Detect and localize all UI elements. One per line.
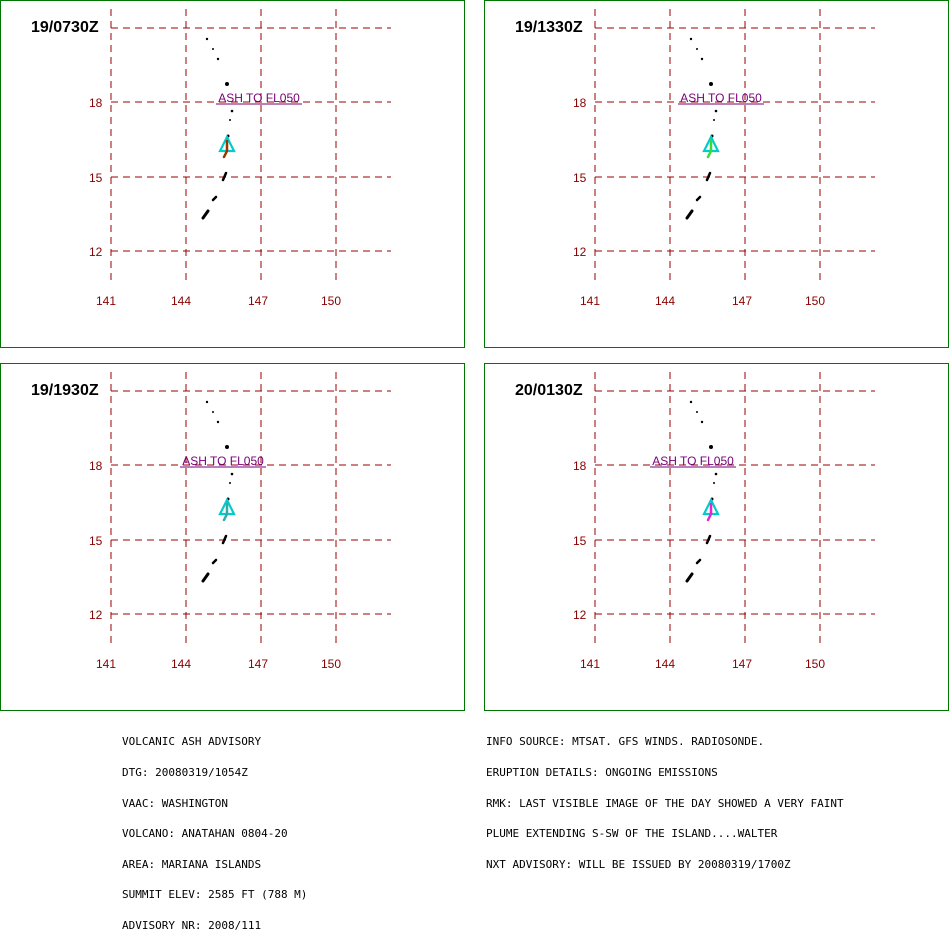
info-line: INFO SOURCE: MTSAT. GFS WINDS. RADIOSOND… bbox=[486, 735, 765, 749]
lon-label: 147 bbox=[732, 294, 752, 308]
island bbox=[216, 420, 220, 424]
island bbox=[229, 482, 231, 484]
panel-timestamp: 19/0730Z bbox=[31, 19, 99, 36]
island bbox=[685, 572, 694, 583]
island bbox=[689, 37, 693, 41]
lon-label: 141 bbox=[580, 657, 600, 671]
lat-label: 12 bbox=[89, 245, 103, 259]
lat-label: 12 bbox=[573, 608, 587, 622]
info-line: VOLCANO: ANATAHAN 0804-20 bbox=[122, 827, 288, 841]
lon-label: 150 bbox=[805, 657, 825, 671]
lon-label: 141 bbox=[96, 657, 116, 671]
lon-label: 150 bbox=[321, 294, 341, 308]
island bbox=[205, 37, 209, 41]
lat-label: 15 bbox=[573, 534, 587, 548]
island bbox=[696, 411, 698, 413]
forecast-panel: 18 15 12 141 144 147 150 ASH TO FL050 20/0130Z bbox=[484, 363, 949, 711]
lat-label: 15 bbox=[573, 171, 587, 185]
map-graphic: 18 15 12 141 144 147 150 ASH TO FL050 bbox=[573, 9, 875, 308]
lon-label: 141 bbox=[96, 294, 116, 308]
lat-label: 18 bbox=[573, 96, 587, 110]
island bbox=[221, 171, 228, 182]
island bbox=[211, 195, 218, 202]
info-line: NXT ADVISORY: WILL BE ISSUED BY 20080319… bbox=[486, 857, 791, 871]
lon-label: 141 bbox=[580, 294, 600, 308]
island bbox=[212, 48, 214, 50]
lat-label: 18 bbox=[573, 459, 587, 473]
island bbox=[221, 534, 228, 545]
forecast-panel: 18 15 12 141 144 147 150 ASH TO FL050 19/1930Z bbox=[0, 363, 465, 711]
advisory-info-left: VOLCANIC ASH ADVISORY DTG: 20080319/1054… bbox=[122, 717, 307, 941]
info-line: DTG: 20080319/1054Z bbox=[122, 766, 248, 779]
panel-timestamp: 19/1330Z bbox=[515, 19, 583, 36]
island bbox=[705, 534, 712, 545]
info-line: PLUME EXTENDING S-SW OF THE ISLAND....WA… bbox=[486, 827, 778, 841]
forecast-panel: 18 15 12 141 144 147 150 ASH TO FL050 19/0730Z bbox=[0, 0, 465, 348]
panel-timestamp: 19/1930Z bbox=[31, 382, 99, 399]
ash-plume bbox=[706, 502, 713, 522]
island bbox=[709, 445, 713, 449]
island bbox=[685, 209, 694, 220]
island bbox=[201, 572, 210, 583]
ash-level-label: ASH TO FL050 bbox=[652, 454, 734, 468]
info-line: ERUPTION DETAILS: ONGOING EMISSIONS bbox=[486, 766, 718, 779]
island bbox=[700, 420, 704, 424]
lon-label: 144 bbox=[655, 294, 675, 308]
island bbox=[713, 119, 715, 121]
lon-label: 144 bbox=[171, 294, 191, 308]
island bbox=[696, 48, 698, 50]
advisory-info-right: INFO SOURCE: MTSAT. GFS WINDS. RADIOSOND… bbox=[486, 717, 844, 880]
info-line: RMK: LAST VISIBLE IMAGE OF THE DAY SHOWE… bbox=[486, 796, 844, 810]
island bbox=[230, 472, 234, 476]
island bbox=[700, 57, 704, 61]
lat-label: 15 bbox=[89, 534, 103, 548]
lon-label: 150 bbox=[321, 657, 341, 671]
info-line: ADVISORY NR: 2008/111 bbox=[122, 918, 262, 932]
lon-label: 147 bbox=[248, 294, 268, 308]
island bbox=[205, 400, 209, 404]
island bbox=[230, 109, 234, 113]
island bbox=[714, 472, 718, 476]
ash-plume bbox=[222, 139, 229, 159]
ash-level-label: ASH TO FL050 bbox=[182, 454, 264, 468]
ash-level-label: ASH TO FL050 bbox=[218, 91, 300, 105]
island bbox=[229, 119, 231, 121]
lon-label: 147 bbox=[732, 657, 752, 671]
info-line: AREA: MARIANA ISLANDS bbox=[122, 857, 262, 871]
ash-plume bbox=[222, 502, 229, 522]
island bbox=[211, 558, 218, 565]
island bbox=[216, 57, 220, 61]
info-line: VOLCANIC ASH ADVISORY bbox=[122, 735, 262, 749]
lon-label: 150 bbox=[805, 294, 825, 308]
lat-label: 12 bbox=[573, 245, 587, 259]
ash-plume bbox=[706, 139, 713, 159]
lon-label: 144 bbox=[655, 657, 675, 671]
map-graphic: 18 15 12 141 144 147 150 ASH TO FL050 bbox=[573, 372, 875, 671]
island bbox=[689, 400, 693, 404]
ash-level-label: ASH TO FL050 bbox=[680, 91, 762, 105]
lon-label: 147 bbox=[248, 657, 268, 671]
lat-label: 15 bbox=[89, 171, 103, 185]
island bbox=[713, 482, 715, 484]
lat-label: 18 bbox=[89, 96, 103, 110]
island bbox=[225, 82, 229, 86]
panel-timestamp: 20/0130Z bbox=[515, 382, 583, 399]
island bbox=[695, 558, 702, 565]
lon-label: 144 bbox=[171, 657, 191, 671]
island bbox=[225, 445, 229, 449]
lat-label: 12 bbox=[89, 608, 103, 622]
map-graphic: 18 15 12 141 144 147 150 ASH TO FL050 bbox=[89, 9, 391, 308]
island bbox=[212, 411, 214, 413]
info-line: VAAC: WASHINGTON bbox=[122, 796, 228, 810]
info-line: SUMMIT ELEV: 2585 FT (788 M) bbox=[122, 888, 308, 902]
forecast-panel: 18 15 12 141 144 147 150 ASH TO FL050 19/1330Z bbox=[484, 0, 949, 348]
island bbox=[709, 82, 713, 86]
island bbox=[201, 209, 210, 220]
island bbox=[705, 171, 712, 182]
map-graphic: 18 15 12 141 144 147 150 ASH TO FL050 bbox=[89, 372, 391, 671]
lat-label: 18 bbox=[89, 459, 103, 473]
island bbox=[714, 109, 718, 113]
island bbox=[695, 195, 702, 202]
